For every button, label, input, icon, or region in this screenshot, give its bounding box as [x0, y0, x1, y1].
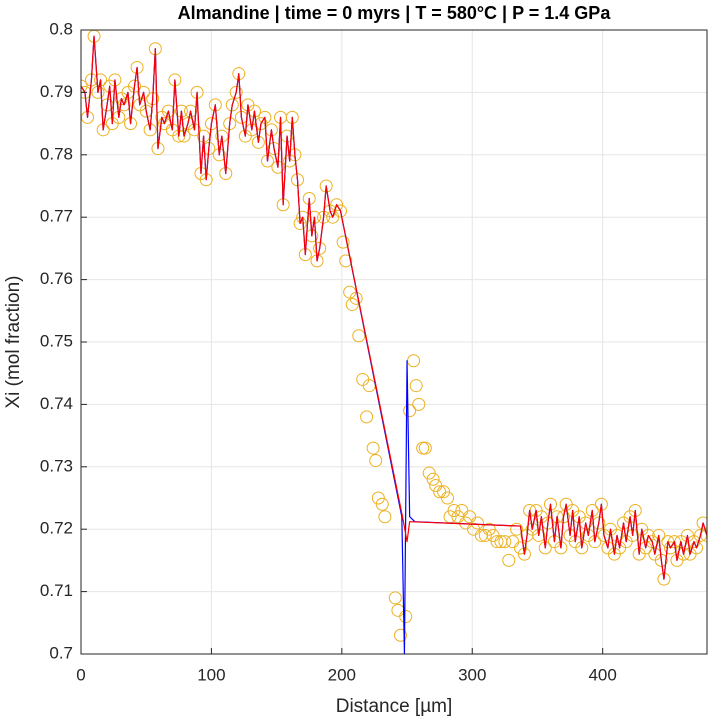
data-point	[360, 410, 374, 424]
data-point	[690, 541, 704, 555]
data-point	[455, 503, 469, 517]
data-point	[463, 510, 477, 524]
x-axis-label: Distance [µm]	[336, 696, 453, 717]
data-point	[339, 254, 353, 268]
data-point	[394, 628, 408, 642]
data-point	[336, 235, 350, 249]
y-tick-label: 0.71	[40, 581, 73, 600]
data-point	[349, 291, 363, 305]
data-point	[538, 541, 552, 555]
data-point	[447, 503, 461, 517]
data-point	[267, 142, 281, 156]
data-point	[81, 79, 88, 93]
grid	[80, 29, 707, 655]
data-point	[366, 441, 380, 455]
y-tick-label: 0.7	[49, 643, 73, 662]
data-point	[174, 104, 188, 118]
data-point	[254, 117, 268, 131]
data-point	[371, 491, 385, 505]
data-point	[467, 522, 481, 536]
data-point	[506, 535, 520, 549]
data-point	[422, 466, 436, 480]
data-point	[470, 516, 484, 530]
y-tick-label: 0.8	[49, 19, 73, 38]
data-point	[412, 397, 426, 411]
data-point	[502, 553, 516, 567]
x-tick-label: 200	[328, 665, 356, 684]
data-point	[326, 210, 340, 224]
data-point	[514, 541, 528, 555]
data-point	[184, 104, 198, 118]
y-axis-label: Xi (mol fraction)	[3, 275, 24, 408]
data-point	[81, 110, 95, 124]
data-point	[510, 522, 524, 536]
data-point	[409, 379, 423, 393]
x-tick-label: 300	[458, 665, 486, 684]
data-point	[482, 522, 496, 536]
data-point	[418, 441, 432, 455]
data-point	[161, 104, 175, 118]
data-point	[478, 528, 492, 542]
data-point	[696, 516, 707, 530]
data-point	[490, 535, 504, 549]
data-point	[532, 528, 546, 542]
data-point	[652, 528, 666, 542]
data-point	[429, 479, 443, 493]
data-point	[388, 591, 402, 605]
x-tick-label: 100	[197, 665, 225, 684]
data-point	[345, 298, 359, 312]
y-tick-label: 0.72	[40, 519, 73, 538]
data-point	[81, 85, 92, 99]
data-point	[486, 528, 500, 542]
data-point	[544, 497, 557, 511]
data-point	[663, 541, 677, 555]
data-point	[440, 491, 454, 505]
data-line	[81, 35, 707, 580]
data-layer	[81, 30, 707, 654]
data-point	[416, 441, 430, 455]
y-tick-label: 0.79	[40, 82, 73, 101]
data-point	[403, 404, 417, 418]
data-point	[426, 472, 440, 486]
data-point	[225, 98, 239, 112]
data-point	[127, 79, 141, 93]
data-point	[433, 485, 447, 499]
data-point	[378, 510, 392, 524]
data-point	[399, 610, 413, 624]
data-point	[437, 485, 451, 499]
data-point	[313, 241, 327, 255]
y-tick-label: 0.73	[40, 456, 73, 475]
data-point	[352, 329, 366, 343]
y-tick-label: 0.77	[40, 207, 73, 226]
data-point	[137, 85, 151, 99]
data-point	[654, 553, 668, 567]
y-tick-label: 0.78	[40, 144, 73, 163]
data-point	[177, 129, 191, 143]
data-point	[330, 198, 344, 212]
data-point	[251, 135, 265, 149]
data-point	[229, 85, 243, 99]
data-point	[375, 497, 389, 511]
data-point	[657, 572, 671, 586]
y-tick-label: 0.76	[40, 269, 73, 288]
data-point	[204, 117, 218, 131]
data-point	[517, 547, 531, 561]
data-point	[641, 528, 655, 542]
x-tick-label: 0	[76, 665, 85, 684]
ticks: 0 100 200 300 400 0.7 0.71 0.72 0.73 0.74 0.75 0.76…	[40, 19, 617, 684]
data-point	[498, 535, 512, 549]
y-tick-label: 0.75	[40, 331, 73, 350]
data-point	[369, 454, 383, 468]
chart-title: Almandine | time = 0 myrs | T = 580°C | …	[178, 3, 612, 23]
y-tick-label: 0.74	[40, 394, 73, 413]
data-point	[215, 129, 229, 143]
x-tick-label: 400	[588, 665, 616, 684]
